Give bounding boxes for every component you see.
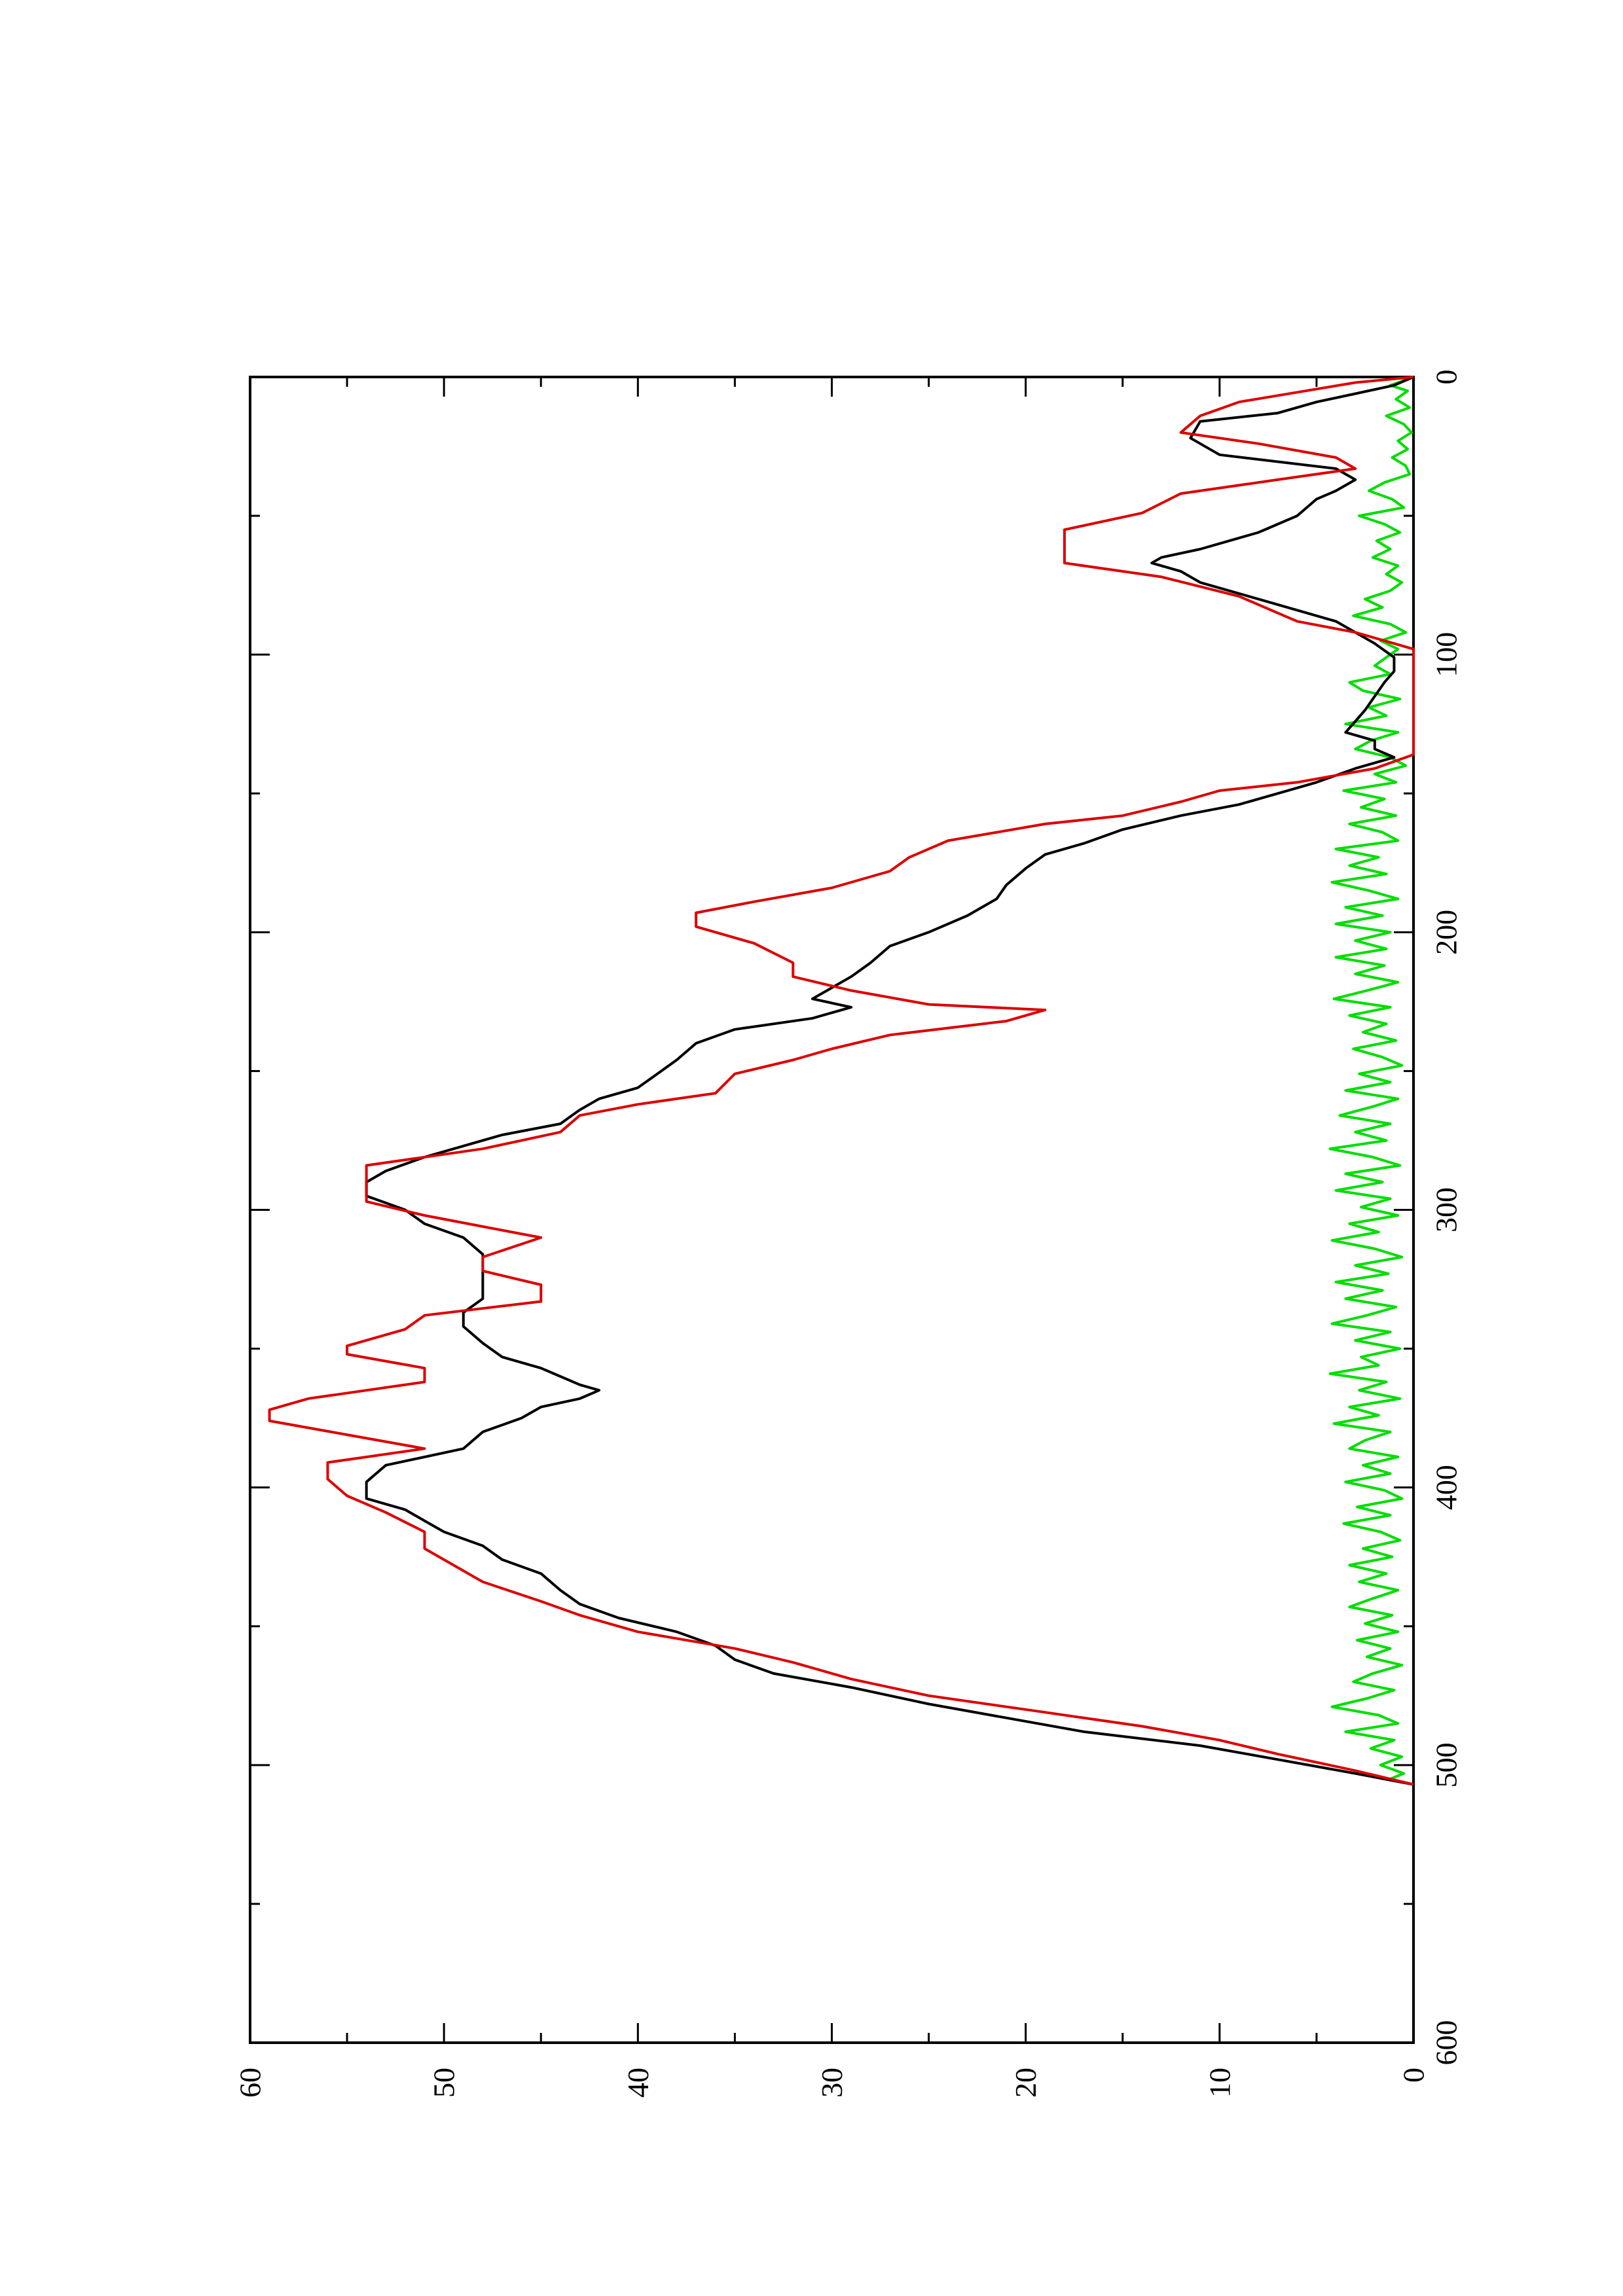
- tick-labels: 0 100 200 300 400 500 600 0 10 20 30 40 50 60: [234, 370, 1463, 2098]
- axis-ticks: [249, 376, 1415, 2044]
- y-tick-label: 40: [621, 2068, 655, 2098]
- y-tick-label: 10: [1203, 2068, 1236, 2098]
- plot-frame: [249, 376, 1415, 2044]
- series-line-1: [268, 376, 1415, 1786]
- y-tick-label: 60: [234, 2068, 267, 2098]
- y-tick-label: 20: [1009, 2068, 1042, 2098]
- y-tick-label: 50: [428, 2068, 461, 2098]
- x-tick-label: 0: [1430, 370, 1463, 385]
- x-tick-label: 400: [1430, 1465, 1463, 1510]
- x-tick-label: 100: [1430, 632, 1463, 677]
- x-tick-label: 600: [1430, 2020, 1463, 2066]
- x-tick-label: 300: [1430, 1187, 1463, 1232]
- series-line-3: [1328, 376, 1414, 1786]
- y-tick-label: 0: [1397, 2068, 1431, 2083]
- x-tick-label: 500: [1430, 1742, 1463, 1787]
- series-line-2: [365, 376, 1414, 1786]
- series-group: [268, 376, 1415, 1786]
- y-tick-label: 30: [815, 2068, 848, 2098]
- x-tick-label: 200: [1430, 910, 1463, 955]
